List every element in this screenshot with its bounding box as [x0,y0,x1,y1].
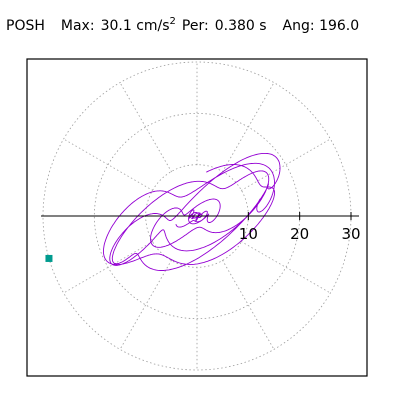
motion-trace [103,152,281,271]
axis-tick-label-30: 30 [341,225,360,243]
plot-frame [26,58,368,377]
trace-line [103,152,281,271]
grid-spoke [222,82,275,173]
axes: 10 20 30 [41,212,361,262]
angle-value: 196.0 [319,18,360,34]
grid-spoke [240,241,331,294]
max-label: Max: [60,18,95,34]
angle-label: Ang: [282,18,315,34]
max-amplitude-marker [45,254,53,262]
grid-spoke [119,82,172,173]
max-unit-exponent: 2 [169,16,176,27]
station-label: POSH [6,18,45,34]
max-value: 30.1 [100,18,132,34]
trace-header: POSH Max: 30.1 cm/s2 Per: 0.380 s Ang: 196.0 [6,17,359,35]
grid-spoke [222,259,275,350]
period-label: Per: [181,18,209,34]
axis-tick-label-20: 20 [290,225,309,243]
period-value: 0.380 s [214,18,267,34]
grid-spoke [240,138,331,191]
grid-spoke [63,241,154,294]
max-unit: cm/s [136,18,170,34]
grid-spoke [119,259,172,350]
grid-spoke [63,138,154,191]
axis-tick-label-10: 10 [239,225,258,243]
